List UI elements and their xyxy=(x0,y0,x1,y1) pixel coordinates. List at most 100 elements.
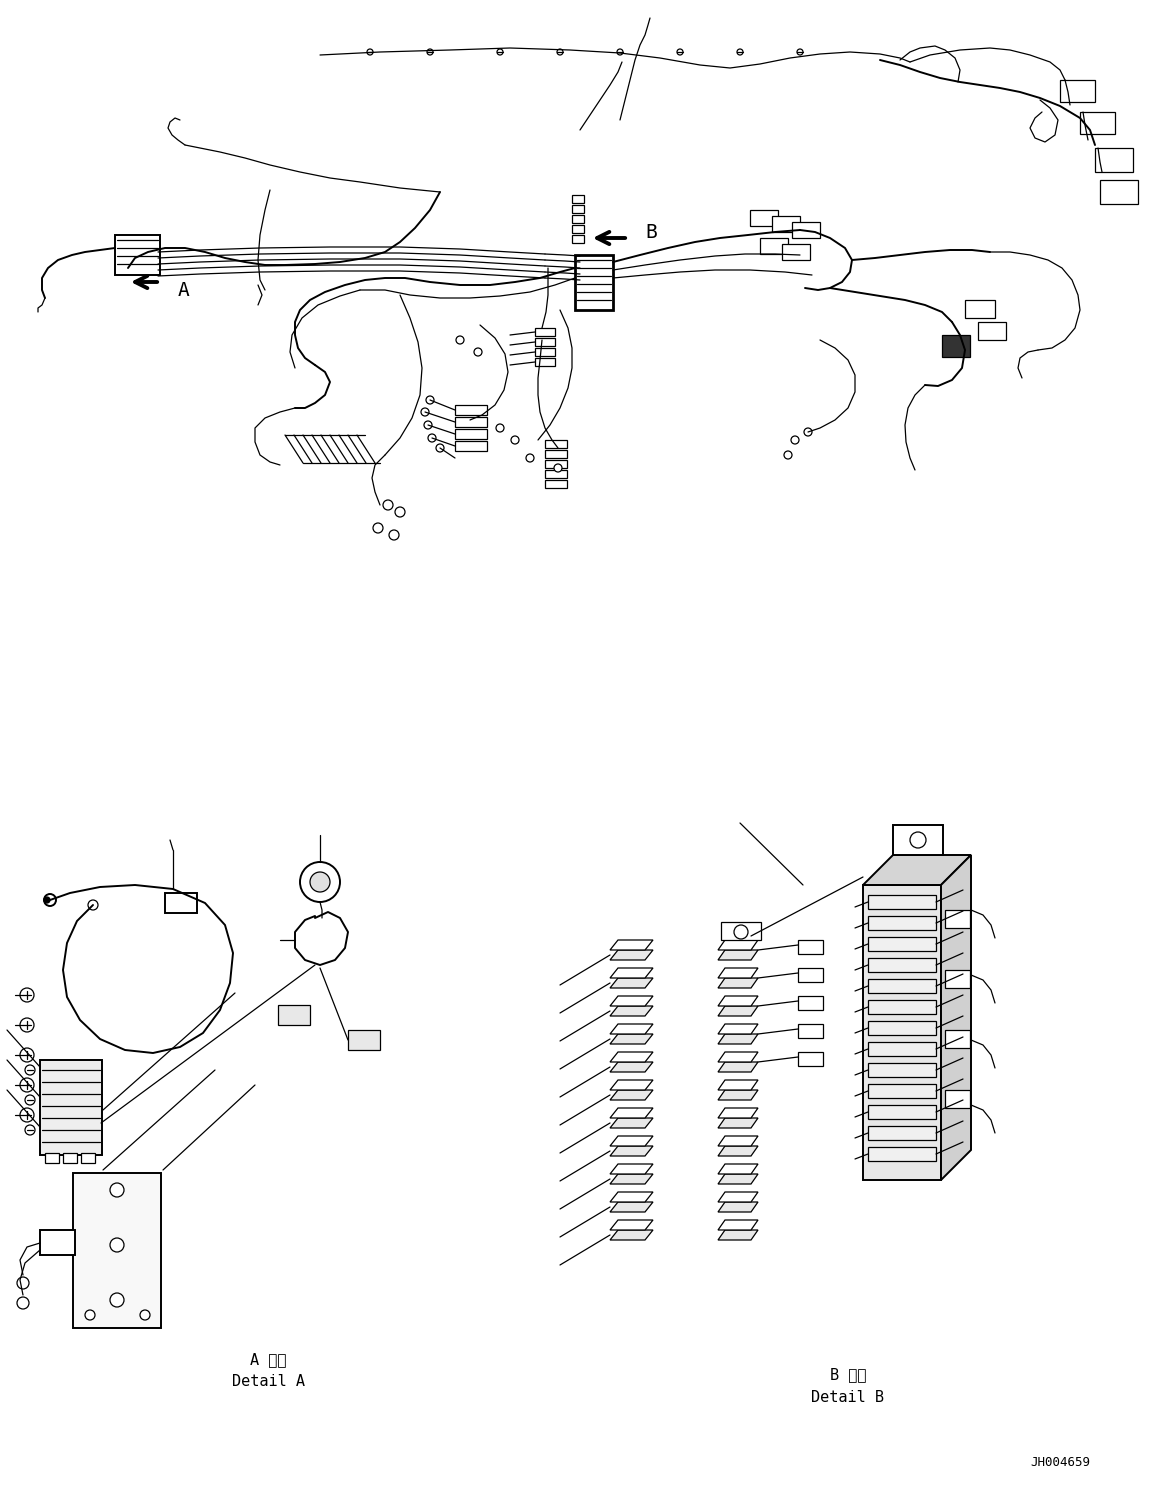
Circle shape xyxy=(24,1095,35,1106)
Bar xyxy=(721,923,761,940)
Bar xyxy=(868,894,936,909)
Bar xyxy=(165,893,197,914)
Circle shape xyxy=(784,451,792,458)
Circle shape xyxy=(24,1065,35,1074)
Circle shape xyxy=(618,49,623,55)
Bar xyxy=(40,1231,74,1254)
Text: B 詳細: B 詳細 xyxy=(829,1367,866,1382)
Polygon shape xyxy=(718,949,758,960)
Bar xyxy=(965,301,996,318)
Circle shape xyxy=(791,436,799,443)
Bar xyxy=(946,1030,970,1048)
Bar xyxy=(946,911,970,929)
Polygon shape xyxy=(611,1006,652,1016)
Polygon shape xyxy=(611,1024,652,1034)
Polygon shape xyxy=(611,1202,652,1213)
Polygon shape xyxy=(611,978,652,988)
Circle shape xyxy=(395,507,405,516)
Polygon shape xyxy=(611,949,652,960)
Circle shape xyxy=(373,522,383,533)
Bar xyxy=(759,238,789,254)
Bar xyxy=(535,359,555,366)
Text: Detail A: Detail A xyxy=(231,1375,305,1390)
Circle shape xyxy=(797,49,802,55)
Bar xyxy=(1100,180,1139,204)
Bar xyxy=(942,335,970,357)
Polygon shape xyxy=(718,1091,758,1100)
Circle shape xyxy=(17,1277,29,1289)
Polygon shape xyxy=(718,1202,758,1213)
Polygon shape xyxy=(611,1091,652,1100)
Bar xyxy=(535,338,555,347)
Circle shape xyxy=(140,1309,150,1320)
Bar xyxy=(798,1024,823,1039)
Circle shape xyxy=(804,429,812,436)
Circle shape xyxy=(85,1309,95,1320)
Polygon shape xyxy=(611,940,652,949)
Circle shape xyxy=(475,348,481,356)
Circle shape xyxy=(20,1018,34,1033)
Bar xyxy=(545,460,568,469)
Text: B: B xyxy=(645,223,657,241)
Circle shape xyxy=(20,1048,34,1062)
Bar xyxy=(572,214,584,223)
Circle shape xyxy=(511,436,519,443)
Bar xyxy=(572,225,584,234)
Bar xyxy=(868,958,936,972)
Polygon shape xyxy=(718,969,758,978)
Bar xyxy=(868,1083,936,1098)
Polygon shape xyxy=(718,978,758,988)
Bar xyxy=(868,1042,936,1056)
Bar xyxy=(455,405,487,415)
Bar xyxy=(868,937,936,951)
Polygon shape xyxy=(611,1192,652,1202)
Bar xyxy=(572,195,584,202)
Bar xyxy=(115,235,160,275)
Bar xyxy=(1080,112,1115,134)
Circle shape xyxy=(44,897,50,903)
Circle shape xyxy=(388,530,399,540)
Circle shape xyxy=(909,832,926,848)
Polygon shape xyxy=(718,1024,758,1034)
Polygon shape xyxy=(611,1220,652,1231)
Circle shape xyxy=(20,1077,34,1092)
Bar xyxy=(946,1091,970,1109)
Polygon shape xyxy=(611,1109,652,1117)
Circle shape xyxy=(110,1183,124,1196)
Bar xyxy=(63,1153,77,1164)
Circle shape xyxy=(368,49,373,55)
Bar xyxy=(348,1030,380,1051)
Bar xyxy=(1096,147,1133,173)
Bar xyxy=(575,254,613,310)
Circle shape xyxy=(554,464,562,472)
Bar xyxy=(868,917,936,930)
Polygon shape xyxy=(718,940,758,949)
Bar xyxy=(535,327,555,336)
Polygon shape xyxy=(718,1135,758,1146)
Polygon shape xyxy=(863,856,971,885)
Bar xyxy=(572,235,584,243)
Circle shape xyxy=(734,926,748,939)
Polygon shape xyxy=(718,1034,758,1045)
Text: JH004659: JH004659 xyxy=(1030,1455,1090,1469)
Polygon shape xyxy=(718,1052,758,1062)
Bar xyxy=(868,1147,936,1161)
Circle shape xyxy=(428,434,436,442)
Bar xyxy=(45,1153,59,1164)
Circle shape xyxy=(311,872,330,891)
Circle shape xyxy=(677,49,683,55)
Circle shape xyxy=(17,1298,29,1309)
Bar xyxy=(868,1126,936,1140)
Bar xyxy=(73,1173,160,1327)
Polygon shape xyxy=(718,1164,758,1174)
Circle shape xyxy=(110,1293,124,1306)
Bar xyxy=(545,481,568,488)
Polygon shape xyxy=(718,1109,758,1117)
Circle shape xyxy=(436,443,444,452)
Circle shape xyxy=(44,894,56,906)
Bar xyxy=(782,244,809,260)
Bar xyxy=(978,321,1006,339)
Circle shape xyxy=(421,408,429,417)
Bar xyxy=(572,205,584,213)
Polygon shape xyxy=(611,969,652,978)
